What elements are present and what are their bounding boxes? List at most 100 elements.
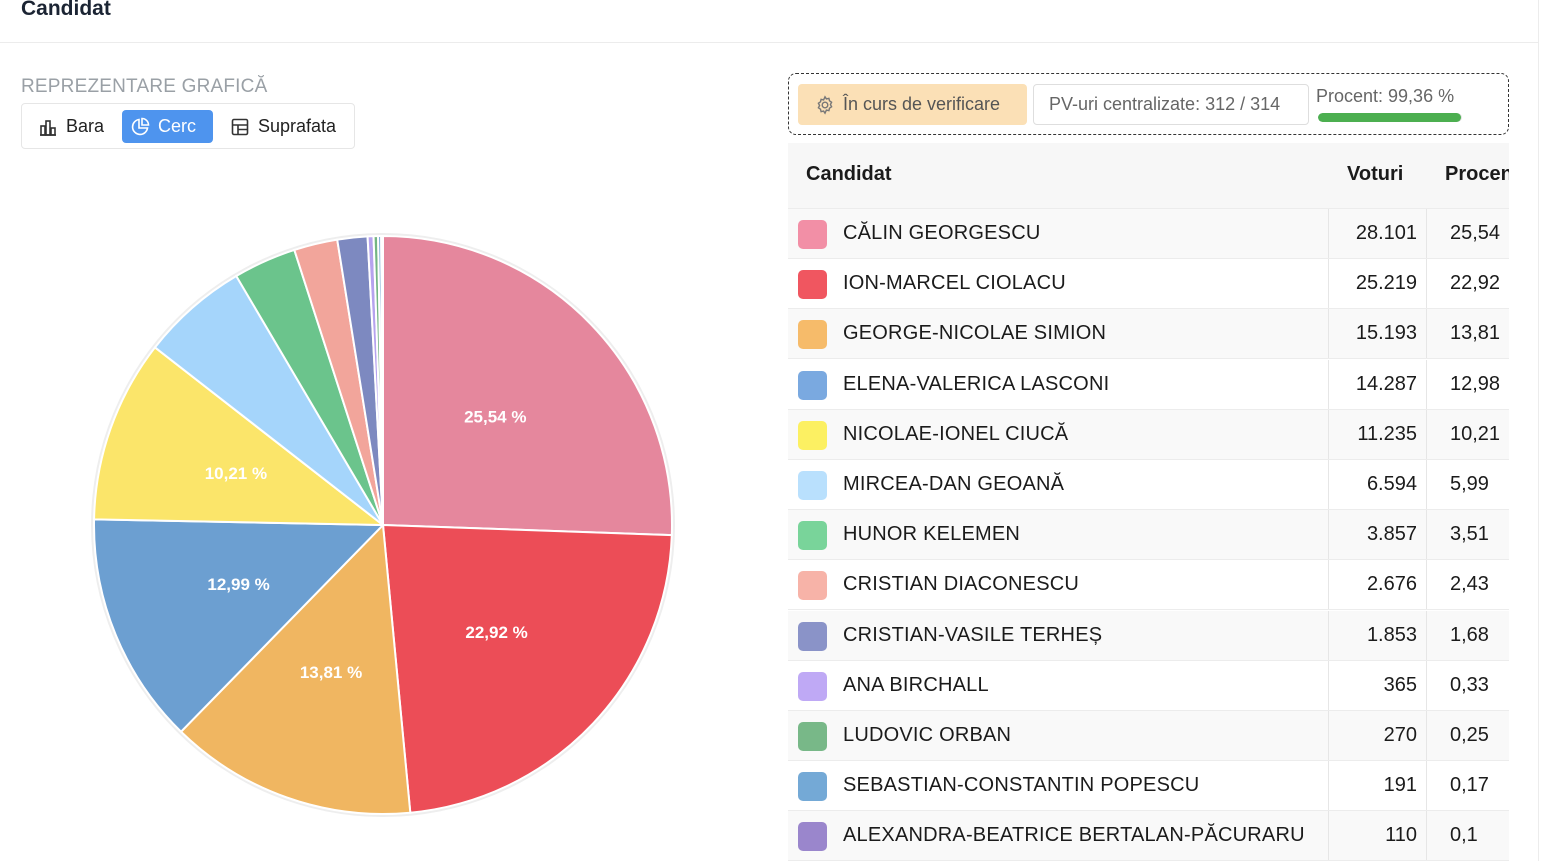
pie-slice[interactable] (93, 518, 386, 734)
status-box: În curs de verificare PV-uri centralizat… (788, 73, 1509, 135)
table-row[interactable]: CĂLIN GEORGESCU 28.101 25,54 (788, 209, 1509, 259)
candidate-color-swatch (798, 621, 827, 651)
pie-slice-label: 13,81 % (300, 663, 362, 682)
column-divider (1426, 259, 1427, 309)
table-row[interactable]: GEORGE-NICOLAE SIMION 15.193 13,81 (788, 309, 1509, 360)
pie-slice-label: 12,99 % (207, 575, 269, 594)
pie-chart-area: 25,54 % 22,92 % 13,81 % 12,99 % 10,21 % (0, 170, 770, 861)
pie-slice-label: 25,54 % (464, 408, 526, 427)
candidate-name: GEORGE-NICOLAE SIMION (843, 322, 1107, 345)
candidate-color-swatch (798, 571, 827, 601)
header-candidat[interactable]: Candidat (806, 163, 892, 185)
column-divider (1426, 610, 1427, 660)
pie-toggle-button[interactable]: Cerc (122, 110, 213, 143)
procent-label: Procent: 99,36 % (1316, 86, 1455, 106)
results-table: Candidat Voturi Procent CĂLIN GEORGESCU 2… (788, 143, 1509, 861)
pie-slice-label: 10,21 % (205, 464, 267, 483)
procent-progress-bar (1318, 113, 1462, 122)
column-divider (1426, 409, 1427, 459)
candidate-votes: 270 (1383, 724, 1417, 746)
table-header: Candidat Voturi Procent (788, 143, 1509, 209)
table-row[interactable]: HUNOR KELEMEN 3.857 3,51 (788, 510, 1509, 561)
candidate-name: MIRCEA-DAN GEOANĂ (843, 473, 1065, 495)
area-toggle-button[interactable]: Suprafata (222, 110, 350, 143)
candidate-votes: 1.853 (1366, 623, 1417, 646)
pie-slice[interactable] (382, 234, 673, 537)
table-row[interactable]: ANA BIRCHALL 365 0,33 (788, 660, 1509, 711)
candidate-color-swatch (798, 521, 827, 551)
candidate-votes: 191 (1383, 774, 1417, 797)
candidate-color-swatch (798, 722, 827, 751)
candidate-name: ANA BIRCHALL (843, 673, 989, 696)
pie-slice[interactable] (381, 523, 673, 814)
candidate-percent: 0,1 (1450, 824, 1478, 847)
candidate-name: CĂLIN GEORGESCU (843, 222, 1041, 244)
pie-chart-icon (131, 117, 150, 135)
pie-slice[interactable] (380, 234, 384, 526)
column-divider (1426, 309, 1427, 359)
candidate-name: CRISTIAN-VASILE TERHEȘ (843, 623, 1103, 646)
right-divider (1538, 0, 1539, 861)
candidate-percent: 25,54 (1450, 222, 1501, 244)
candidate-color-swatch (798, 320, 827, 350)
candidate-percent: 5,99 (1450, 473, 1489, 495)
table-grid-icon (231, 118, 249, 135)
candidate-color-swatch (798, 671, 827, 701)
bar-toggle-label: Bara (66, 116, 105, 136)
candidate-percent: 0,17 (1450, 774, 1489, 797)
bar-toggle-button[interactable]: Bara (30, 110, 120, 143)
column-divider (1328, 209, 1329, 258)
candidate-votes: 6.594 (1366, 473, 1417, 495)
table-row[interactable]: MIRCEA-DAN GEOANĂ 6.594 5,99 (788, 460, 1509, 510)
candidate-percent: 0,25 (1450, 724, 1489, 746)
column-divider (1328, 409, 1329, 459)
candidate-name: ELENA-VALERICA LASCONI (843, 372, 1110, 395)
page-title: Candidat (21, 0, 111, 20)
candidate-votes: 2.676 (1366, 573, 1417, 596)
candidate-color-swatch (798, 370, 827, 400)
candidate-percent: 0,33 (1450, 673, 1489, 696)
pv-count-chip: PV-uri centralizate: 312 / 314 (1033, 84, 1309, 125)
bar-chart-icon (40, 119, 56, 136)
candidate-votes: 28.101 (1355, 222, 1417, 244)
pie-slice-label: 22,92 % (465, 623, 527, 642)
table-row[interactable]: NICOLAE-IONEL CIUCĂ 11.235 10,21 (788, 409, 1509, 460)
candidate-name: ION-MARCEL CIOLACU (843, 272, 1066, 295)
column-divider (1328, 259, 1329, 309)
column-divider (1426, 660, 1427, 710)
column-divider (1426, 209, 1427, 258)
pie-slice[interactable] (179, 522, 412, 815)
candidate-percent: 13,81 (1450, 322, 1501, 345)
candidate-votes: 25.219 (1355, 272, 1417, 295)
graph-section-heading: REPREZENTARE GRAFICĂ (21, 76, 268, 97)
area-toggle-label: Suprafata (258, 116, 337, 136)
column-divider (1328, 560, 1329, 610)
table-row[interactable]: LUDOVIC ORBAN 270 0,25 (788, 711, 1509, 761)
candidate-votes: 110 (1385, 824, 1417, 847)
candidate-name: SEBASTIAN-CONSTANTIN POPESCU (843, 774, 1200, 797)
column-divider (1328, 610, 1329, 660)
table-row[interactable]: ELENA-VALERICA LASCONI 14.287 12,98 (788, 359, 1509, 410)
column-divider (1328, 660, 1329, 710)
table-row[interactable]: SEBASTIAN-CONSTANTIN POPESCU 191 0,17 (788, 761, 1509, 812)
table-row[interactable]: ALEXANDRA-BEATRICE BERTALAN-PĂCURARU 110 0… (788, 811, 1509, 861)
table-row[interactable]: CRISTIAN DIACONESCU 2.676 2,43 (788, 560, 1509, 611)
column-divider (1426, 711, 1427, 760)
candidate-votes: 15.193 (1355, 322, 1417, 345)
column-divider (1426, 811, 1427, 861)
candidate-votes: 14.287 (1355, 372, 1417, 395)
table-row[interactable]: CRISTIAN-VASILE TERHEȘ 1.853 1,68 (788, 610, 1509, 661)
column-divider (1328, 711, 1329, 760)
candidate-color-swatch (798, 822, 827, 852)
table-row[interactable]: ION-MARCEL CIOLACU 25.219 22,92 (788, 259, 1509, 310)
column-divider (1328, 359, 1329, 409)
top-bar: Candidat (0, 0, 1538, 43)
column-divider (1426, 359, 1427, 409)
candidate-color-swatch (798, 471, 827, 500)
candidate-votes: 365 (1383, 673, 1417, 696)
header-voturi[interactable]: Voturi (1347, 163, 1404, 185)
column-divider (1426, 510, 1427, 560)
pie-slice[interactable] (93, 346, 386, 527)
header-procent[interactable]: Procent (1445, 163, 1509, 185)
candidate-name: ALEXANDRA-BEATRICE BERTALAN-PĂCURARU (843, 824, 1305, 847)
